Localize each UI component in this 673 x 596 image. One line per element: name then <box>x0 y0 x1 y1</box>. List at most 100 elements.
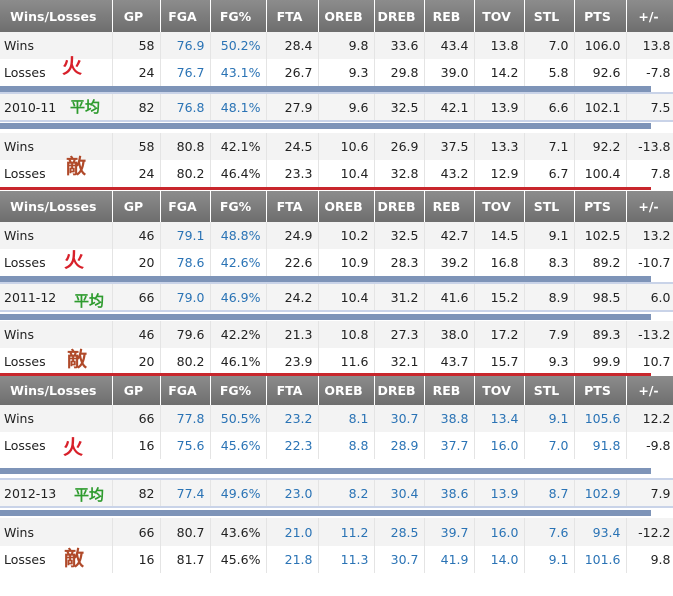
col-header-fta[interactable]: FTA <box>266 191 319 222</box>
col-header-tov[interactable]: TOV <box>474 0 525 32</box>
fta-cell[interactable]: 23.2 <box>266 405 319 432</box>
col-header-gp[interactable]: GP <box>112 191 161 222</box>
dreb-cell[interactable]: 30.7 <box>374 405 425 432</box>
col-header-pts[interactable]: PTS <box>574 0 627 32</box>
pts-cell[interactable]: 105.6 <box>574 405 627 432</box>
tov-cell[interactable]: 13.4 <box>474 405 525 432</box>
col-header-dreb[interactable]: DREB <box>374 376 425 405</box>
pts-cell[interactable]: 101.6 <box>574 546 627 573</box>
reb-cell[interactable]: 38.6 <box>424 478 475 508</box>
col-header-gp[interactable]: GP <box>112 0 161 32</box>
oreb-cell[interactable]: 11.2 <box>318 518 375 546</box>
stl-cell[interactable]: 7.0 <box>524 432 575 459</box>
col-header-pts[interactable]: PTS <box>574 191 627 222</box>
oreb-cell[interactable]: 11.3 <box>318 546 375 573</box>
opponent-block-2010-11: Wins 58 80.8 42.1% 24.5 10.6 26.9 37.5 1… <box>0 133 673 187</box>
dreb-cell: 33.6 <box>374 32 425 59</box>
tov-cell: 13.9 <box>474 92 525 122</box>
fta-cell[interactable]: 23.0 <box>266 478 319 508</box>
fga-cell[interactable]: 75.6 <box>160 432 211 459</box>
stl-cell[interactable]: 9.1 <box>524 546 575 573</box>
pts-cell[interactable]: 93.4 <box>574 518 627 546</box>
col-header-fg-pct[interactable]: FG% <box>210 0 267 32</box>
fga-cell[interactable]: 76.7 <box>160 59 211 86</box>
col-header-stl[interactable]: STL <box>524 0 575 32</box>
oreb-cell[interactable]: 8.2 <box>318 478 375 508</box>
col-header-fga[interactable]: FGA <box>160 376 211 405</box>
dreb-cell[interactable]: 30.7 <box>374 546 425 573</box>
col-header-dreb[interactable]: DREB <box>374 0 425 32</box>
stl-cell[interactable]: 8.7 <box>524 478 575 508</box>
fg-pct-cell[interactable]: 48.1% <box>210 92 267 122</box>
fg-pct-cell[interactable]: 45.6% <box>210 432 267 459</box>
tov-cell[interactable]: 16.0 <box>474 518 525 546</box>
reb-cell[interactable]: 38.8 <box>424 405 475 432</box>
fg-pct-cell[interactable]: 42.6% <box>210 249 267 276</box>
fg-pct-cell[interactable]: 50.2% <box>210 32 267 59</box>
col-header-plus-minus[interactable]: +/- <box>626 191 673 222</box>
fga-cell: 81.7 <box>160 546 211 573</box>
fg-pct-cell[interactable]: 50.5% <box>210 405 267 432</box>
reb-cell[interactable]: 41.9 <box>424 546 475 573</box>
fga-cell[interactable]: 78.6 <box>160 249 211 276</box>
fg-pct-cell[interactable]: 43.1% <box>210 59 267 86</box>
col-header-fga[interactable]: FGA <box>160 191 211 222</box>
col-header-fta[interactable]: FTA <box>266 376 319 405</box>
col-header-pts[interactable]: PTS <box>574 376 627 405</box>
fg-pct-cell[interactable]: 49.6% <box>210 478 267 508</box>
col-header-fg-pct[interactable]: FG% <box>210 191 267 222</box>
fga-cell[interactable]: 76.8 <box>160 92 211 122</box>
plus-minus-cell: 12.2 <box>626 405 673 432</box>
reb-cell[interactable]: 39.7 <box>424 518 475 546</box>
dreb-cell[interactable]: 30.4 <box>374 478 425 508</box>
fta-cell[interactable]: 22.3 <box>266 432 319 459</box>
col-header-oreb[interactable]: OREB <box>318 191 375 222</box>
col-header-dreb[interactable]: DREB <box>374 191 425 222</box>
col-header-fta[interactable]: FTA <box>266 0 319 32</box>
col-header-wins-losses[interactable]: Wins/Losses <box>0 191 113 222</box>
tov-cell[interactable]: 16.0 <box>474 432 525 459</box>
fga-cell[interactable]: 79.0 <box>160 282 211 312</box>
col-header-reb[interactable]: REB <box>424 191 475 222</box>
oreb-cell[interactable]: 8.8 <box>318 432 375 459</box>
fga-cell[interactable]: 76.9 <box>160 32 211 59</box>
enemy-annotation: 敵 <box>66 154 86 178</box>
col-header-plus-minus[interactable]: +/- <box>626 376 673 405</box>
reb-cell[interactable]: 37.7 <box>424 432 475 459</box>
col-header-wins-losses[interactable]: Wins/Losses <box>0 376 113 405</box>
fg-pct-cell[interactable]: 48.8% <box>210 222 267 249</box>
tov-cell[interactable]: 14.0 <box>474 546 525 573</box>
col-header-fga[interactable]: FGA <box>160 0 211 32</box>
fga-cell[interactable]: 79.1 <box>160 222 211 249</box>
col-header-oreb[interactable]: OREB <box>318 376 375 405</box>
pts-cell[interactable]: 91.8 <box>574 432 627 459</box>
stl-cell[interactable]: 7.6 <box>524 518 575 546</box>
oreb-cell: 10.8 <box>318 321 375 348</box>
tov-cell[interactable]: 13.9 <box>474 478 525 508</box>
col-header-stl[interactable]: STL <box>524 376 575 405</box>
dreb-cell[interactable]: 28.5 <box>374 518 425 546</box>
col-header-stl[interactable]: STL <box>524 191 575 222</box>
pts-cell[interactable]: 102.9 <box>574 478 627 508</box>
oreb-cell[interactable]: 8.1 <box>318 405 375 432</box>
stl-cell[interactable]: 9.1 <box>524 405 575 432</box>
header-row: Wins/Losses GP FGA FG% FTA OREB DREB REB… <box>0 376 673 405</box>
fta-cell[interactable]: 21.0 <box>266 518 319 546</box>
fga-cell[interactable]: 77.4 <box>160 478 211 508</box>
col-header-reb[interactable]: REB <box>424 0 475 32</box>
col-header-gp[interactable]: GP <box>112 376 161 405</box>
stl-cell: 9.3 <box>524 348 575 375</box>
season-block-2012-13: Wins/Losses GP FGA FG% FTA OREB DREB REB… <box>0 376 673 459</box>
col-header-tov[interactable]: TOV <box>474 191 525 222</box>
col-header-wins-losses[interactable]: Wins/Losses <box>0 0 113 32</box>
fg-pct-cell[interactable]: 46.9% <box>210 282 267 312</box>
col-header-plus-minus[interactable]: +/- <box>626 0 673 32</box>
fta-cell[interactable]: 21.8 <box>266 546 319 573</box>
dreb-cell[interactable]: 28.9 <box>374 432 425 459</box>
col-header-tov[interactable]: TOV <box>474 376 525 405</box>
col-header-fg-pct[interactable]: FG% <box>210 376 267 405</box>
reb-cell: 42.7 <box>424 222 475 249</box>
fga-cell[interactable]: 77.8 <box>160 405 211 432</box>
col-header-reb[interactable]: REB <box>424 376 475 405</box>
col-header-oreb[interactable]: OREB <box>318 0 375 32</box>
